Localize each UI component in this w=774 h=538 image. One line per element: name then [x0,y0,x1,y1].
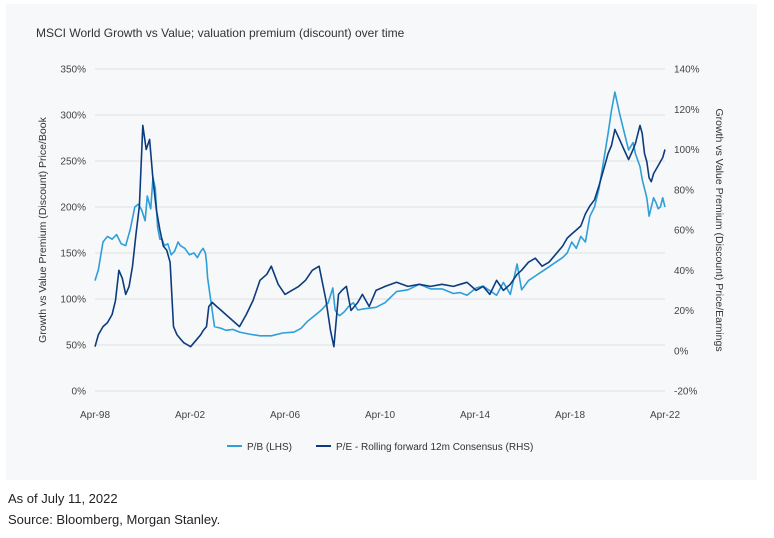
y-axis-left-title: Growth vs Value Premium (Discount) Price… [37,116,49,342]
y-right-tick-label: 0% [674,346,689,357]
legend-label-pe: P/E - Rolling forward 12m Consensus (RHS… [336,442,533,453]
y-axis-right-ticks: -20% 0% 20% 40% 60% 80% 100% 120% 140% [674,65,700,398]
y-right-tick-label: 40% [674,266,694,277]
x-tick-label: Apr-18 [555,410,585,421]
y-left-tick-label: 300% [60,111,86,122]
y-left-tick-label: 50% [66,341,86,352]
y-right-tick-label: 100% [674,145,700,156]
series-line-pe [94,124,666,348]
y-right-tick-label: 20% [674,306,694,317]
x-tick-label: Apr-06 [270,410,300,421]
y-right-tick-label: -20% [674,387,697,398]
series-lines [94,91,666,348]
y-axis-right-title: Growth vs Value Premium (Discount) Price… [713,108,725,351]
grid [95,68,665,392]
y-right-tick-label: 80% [674,185,694,196]
y-axis-left-ticks: 0% 50% 100% 150% 200% 250% 300% 350% [60,65,86,398]
y-right-tick-label: 60% [674,226,694,237]
x-tick-label: Apr-98 [80,410,110,421]
y-right-tick-label: 120% [674,105,700,116]
legend: P/B (LHS) P/E - Rolling forward 12m Cons… [227,442,533,453]
x-tick-label: Apr-22 [650,410,680,421]
y-left-tick-label: 250% [60,157,86,168]
chart-title: MSCI World Growth vs Value; valuation pr… [36,26,405,40]
source-note: Source: Bloomberg, Morgan Stanley. [8,512,221,527]
y-right-tick-label: 140% [674,65,700,76]
y-left-tick-label: 200% [60,203,86,214]
legend-label-pb: P/B (LHS) [247,442,292,453]
x-tick-label: Apr-14 [460,410,490,421]
as-of-note: As of July 11, 2022 [8,491,118,506]
x-tick-label: Apr-02 [175,410,205,421]
y-left-tick-label: 350% [60,65,86,76]
y-left-tick-label: 100% [60,295,86,306]
x-tick-label: Apr-10 [365,410,395,421]
y-left-tick-label: 150% [60,249,86,260]
chart-panel [6,4,757,480]
x-axis-ticks: Apr-98 Apr-02 Apr-06 Apr-10 Apr-14 Apr-18 Apr-… [80,410,680,421]
y-left-tick-label: 0% [72,387,87,398]
